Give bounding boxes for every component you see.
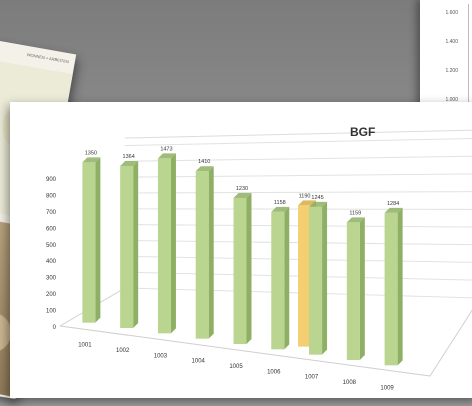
- y-tick-label: 300: [46, 276, 57, 282]
- x-tick-label: 1005: [229, 364, 243, 370]
- data-label: 1410: [198, 159, 210, 165]
- data-label: 1245: [311, 195, 323, 201]
- bar-side: [170, 153, 176, 334]
- bar-side: [322, 201, 328, 355]
- y-tick-label: 800: [46, 193, 57, 199]
- bar: [384, 212, 398, 366]
- bgf-bar-chart: 0 100 200 300 400 500 600 700 800 900 1350 1001 1364…: [46, 125, 472, 391]
- background-tick-label: 1.400: [445, 39, 458, 45]
- y-tick-label: 900: [46, 177, 57, 183]
- data-label: 1350: [85, 150, 97, 156]
- y-tick-label: 500: [46, 243, 57, 249]
- gridline: [124, 191, 472, 194]
- data-label: 1230: [236, 186, 248, 192]
- bar-side: [95, 157, 101, 323]
- bar-top: [346, 217, 365, 223]
- x-tick-label: 1009: [380, 385, 394, 391]
- background-tick-label: 1.600: [445, 10, 458, 16]
- top-wall-edge: [124, 129, 472, 139]
- bar-side: [133, 161, 139, 328]
- highlight-data-label: 1190: [299, 193, 311, 199]
- data-label: 1159: [349, 210, 361, 216]
- background-tick-label: 1.200: [445, 68, 458, 74]
- x-tick-label: 1003: [154, 353, 168, 359]
- gridline: [124, 155, 472, 162]
- gridline: [124, 173, 472, 178]
- bar: [309, 206, 323, 355]
- data-label: 1158: [274, 200, 286, 206]
- gridline: [124, 138, 472, 146]
- right-wall-edge: [429, 309, 472, 377]
- bar-side: [246, 192, 252, 344]
- bar: [82, 162, 96, 323]
- y-tick-label: 0: [53, 325, 57, 331]
- x-tick-label: 1007: [305, 375, 319, 381]
- highlight-bar-top: [298, 200, 317, 206]
- bar-top: [384, 207, 403, 213]
- bar: [271, 211, 285, 350]
- bar-top: [233, 192, 252, 198]
- background-tick-label: 1.000: [445, 97, 458, 103]
- bar-side: [208, 166, 214, 339]
- bar-top: [120, 161, 139, 167]
- plan-sheet-title: WOHNEN + ARBEITEN: [26, 51, 70, 65]
- y-tick-label: 700: [46, 210, 57, 216]
- bar: [233, 197, 247, 344]
- x-tick-label: 1006: [267, 369, 281, 375]
- bar: [157, 158, 171, 334]
- bar-chart-sheet: 0 100 200 300 400 500 600 700 800 900 1350 1001 1364…: [10, 102, 472, 398]
- bar: [120, 166, 134, 328]
- y-tick-label: 200: [46, 292, 57, 298]
- x-tick-label: 1008: [343, 380, 357, 386]
- bar: [195, 171, 209, 339]
- background-axis-line: [468, 4, 469, 114]
- data-label: 1284: [387, 201, 399, 207]
- bar-top: [271, 206, 290, 212]
- bar-top: [195, 166, 214, 172]
- floor-front-edge: [59, 325, 431, 377]
- x-tick-label: 1004: [192, 359, 206, 365]
- bar-side: [397, 207, 403, 366]
- y-tick-label: 400: [46, 259, 57, 265]
- bar: [346, 222, 360, 360]
- highlight-bar: [298, 205, 312, 347]
- bar-side: [359, 217, 365, 360]
- bar-top: [82, 157, 101, 163]
- bar-top: [157, 153, 176, 159]
- chart-title: BGF: [350, 125, 375, 139]
- data-label: 1473: [160, 146, 172, 152]
- data-label: 1364: [123, 154, 135, 160]
- bar-top: [309, 201, 328, 207]
- x-tick-label: 1002: [116, 348, 130, 354]
- y-tick-label: 100: [46, 309, 57, 315]
- x-tick-label: 1001: [78, 343, 92, 349]
- y-tick-label: 600: [46, 226, 57, 232]
- bar-side: [284, 206, 290, 350]
